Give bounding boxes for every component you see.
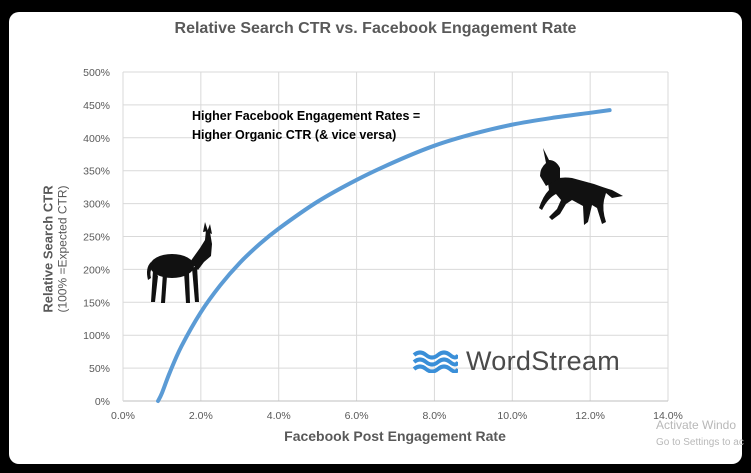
- gridlines: [123, 71, 669, 401]
- x-tick-labels: 0.0% 2.0% 4.0% 6.0% 8.0% 10.0% 12.0% 14.0%: [111, 410, 683, 422]
- donkey-icon: [147, 222, 212, 303]
- wordstream-logo: WordStream: [412, 344, 620, 378]
- series-lines: [156, 108, 612, 403]
- y-tick-label: 150%: [83, 297, 110, 309]
- y-tick-label: 450%: [83, 100, 110, 112]
- y-tick-label: 250%: [83, 232, 110, 244]
- y-axis-label: Relative Search CTR (100% =Expected CTR): [41, 185, 70, 312]
- x-tick-label: 2.0%: [189, 410, 213, 422]
- x-tick-label: 10.0%: [497, 410, 527, 422]
- x-tick-label: 4.0%: [267, 410, 291, 422]
- chart-title: Relative Search CTR vs. Facebook Engagem…: [174, 20, 577, 37]
- y-tick-label: 100%: [83, 330, 110, 342]
- activation-watermark: Activate Windo Go to Settings to ac: [656, 416, 744, 452]
- brand-name: WordStream: [466, 346, 620, 377]
- y-axis-subtitle: (100% =Expected CTR): [55, 185, 70, 313]
- y-tick-label: 0%: [95, 396, 110, 408]
- series-line: [156, 108, 612, 403]
- y-tick-labels: 0% 50% 100% 150% 200% 250% 300% 350% 400% 450% 500…: [83, 67, 110, 408]
- y-tick-label: 350%: [83, 166, 110, 178]
- y-axis-label-wrap: Relative Search CTR (100% =Expected CTR): [30, 84, 80, 414]
- y-tick-label: 300%: [83, 199, 110, 211]
- chart-annotation: Higher Facebook Engagement Rates = Highe…: [192, 107, 452, 145]
- x-axis-label: Facebook Post Engagement Rate: [284, 428, 506, 444]
- chart-frame: [9, 12, 742, 464]
- x-tick-label: 6.0%: [345, 410, 369, 422]
- watermark-line-1: Activate Windo: [656, 418, 737, 432]
- y-tick-label: 400%: [83, 133, 110, 145]
- axes: [122, 72, 668, 402]
- waves-icon: [412, 350, 458, 373]
- x-tick-label: 14.0%: [653, 410, 683, 422]
- watermark-line-2: Go to Settings to ac: [656, 437, 744, 448]
- x-tick-label: 12.0%: [575, 410, 605, 422]
- y-axis-title: Relative Search CTR: [40, 185, 56, 313]
- brand-name-part1: Word: [466, 345, 532, 376]
- annotation-line-1: Higher Facebook Engagement Rates =: [192, 109, 421, 123]
- x-tick-label: 0.0%: [111, 410, 135, 422]
- x-tick-label: 8.0%: [422, 410, 446, 422]
- y-tick-label: 200%: [83, 264, 110, 276]
- unicorn-icon: [539, 148, 623, 225]
- brand-name-part2: Stream: [531, 345, 621, 376]
- annotation-line-2: Higher Organic CTR (& vice versa): [192, 128, 397, 142]
- y-tick-label: 50%: [89, 363, 110, 375]
- y-tick-label: 500%: [83, 67, 110, 79]
